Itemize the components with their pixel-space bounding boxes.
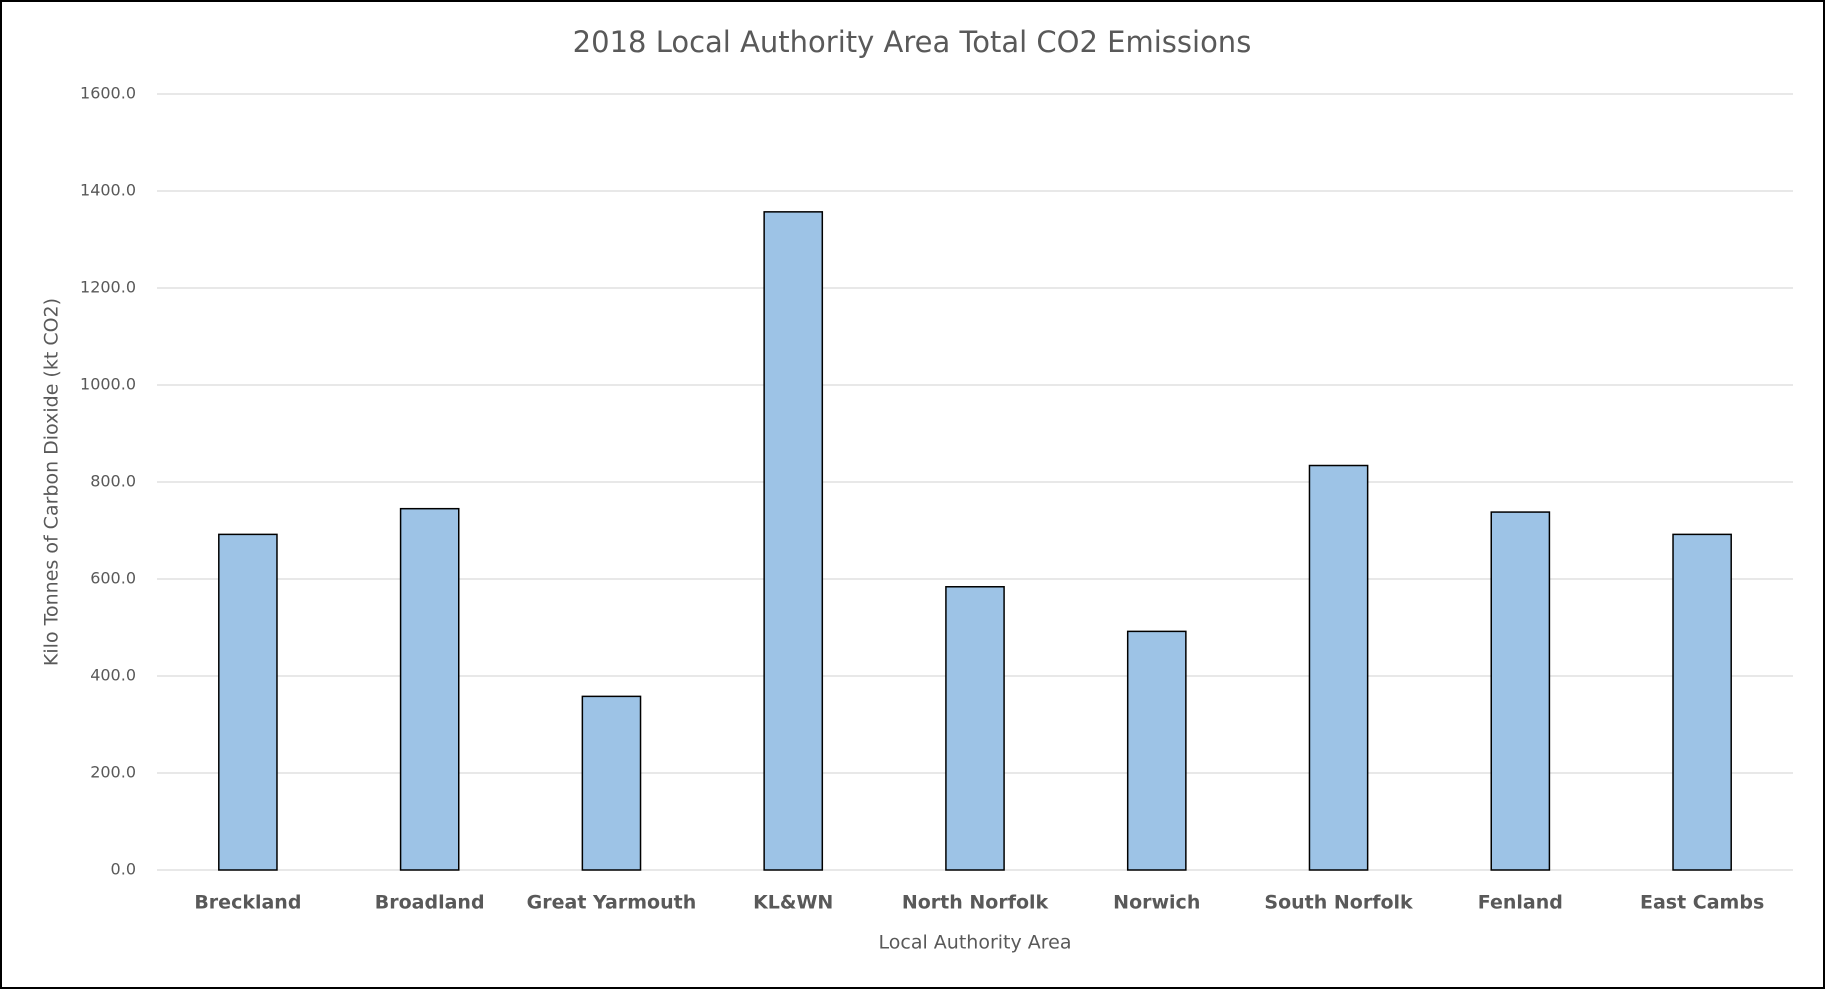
bar xyxy=(1672,533,1732,871)
x-tick-label: Breckland xyxy=(194,892,301,914)
y-tick-label: 400.0 xyxy=(90,666,136,685)
y-axis-title: Kilo Tonnes of Carbon Dioxide (kt CO2) xyxy=(41,298,63,666)
x-tick-label: North Norfolk xyxy=(902,892,1049,914)
chart-title: 2018 Local Authority Area Total CO2 Emis… xyxy=(573,25,1252,59)
x-tick-label: Broadland xyxy=(375,892,485,914)
bar xyxy=(945,586,1005,871)
y-tick-label: 800.0 xyxy=(90,472,136,491)
y-tick-label: 1200.0 xyxy=(80,278,136,297)
y-tick-label: 200.0 xyxy=(90,763,136,782)
bar xyxy=(218,533,278,871)
bar xyxy=(581,695,642,871)
x-tick-label: Norwich xyxy=(1113,892,1200,914)
x-tick-label: KL&WN xyxy=(753,892,833,914)
x-tick-label: Great Yarmouth xyxy=(527,892,697,914)
x-tick-label: South Norfolk xyxy=(1264,892,1413,914)
y-tick-label: 0.0 xyxy=(111,860,136,879)
x-tick-label: Fenland xyxy=(1478,892,1563,914)
bar xyxy=(1490,511,1551,871)
y-tick-label: 600.0 xyxy=(90,569,136,588)
bar xyxy=(1126,630,1187,871)
y-tick-label: 1000.0 xyxy=(80,375,136,394)
bar xyxy=(1308,464,1369,871)
bar xyxy=(399,507,460,871)
y-tick-label: 1600.0 xyxy=(80,84,136,103)
x-tick-label: East Cambs xyxy=(1640,892,1764,914)
bar xyxy=(763,211,824,871)
x-axis-title: Local Authority Area xyxy=(879,932,1072,954)
y-tick-label: 1400.0 xyxy=(80,181,136,200)
